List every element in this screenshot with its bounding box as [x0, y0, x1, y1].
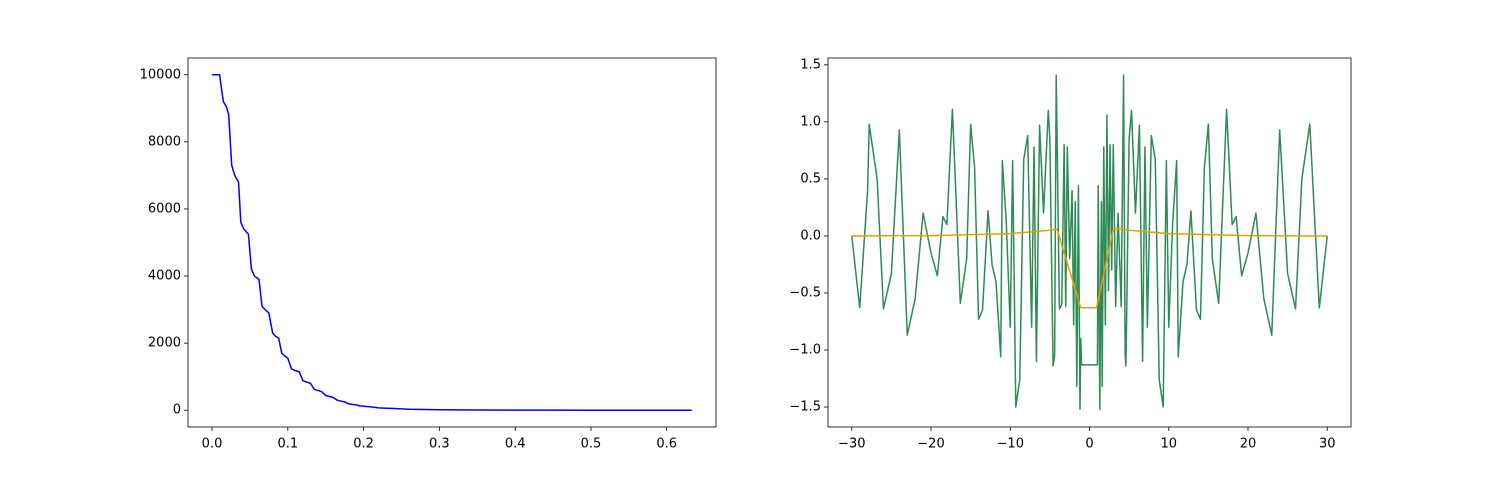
y-tick-label: 8000 — [148, 134, 181, 149]
x-tick-label: 0.4 — [505, 437, 526, 452]
y-tick-label: 0.0 — [800, 228, 821, 243]
y-tick-label: 2000 — [148, 336, 181, 351]
x-tick-label: 0.0 — [202, 437, 223, 452]
x-tick-label: 0.3 — [429, 437, 450, 452]
x-tick-label: 0.6 — [656, 437, 677, 452]
line — [212, 74, 692, 411]
x-tick-label: −10 — [997, 437, 1024, 452]
y-tick-label: 10000 — [140, 67, 181, 82]
y-tick-label: −1.0 — [789, 343, 821, 358]
x-tick-label: 0 — [1085, 437, 1093, 452]
y-tick-label: −1.5 — [789, 400, 821, 415]
x-tick-label: 0.2 — [353, 437, 374, 452]
y-tick-label: 0 — [173, 403, 181, 418]
y-tick-label: 1.5 — [800, 57, 821, 72]
y-tick-label: 0.5 — [800, 171, 821, 186]
x-tick-label: 30 — [1319, 437, 1336, 452]
x-tick-label: 0.1 — [277, 437, 298, 452]
line — [851, 74, 1328, 411]
axes-frame — [827, 57, 1352, 428]
x-tick-label: 10 — [1160, 437, 1177, 452]
x-tick-label: 20 — [1240, 437, 1257, 452]
axes-frame — [187, 57, 717, 428]
y-tick-label: 6000 — [148, 201, 181, 216]
y-tick-label: 1.0 — [800, 114, 821, 129]
y-tick-label: −0.5 — [789, 285, 821, 300]
x-tick-label: 0.5 — [581, 437, 602, 452]
x-tick-label: −20 — [917, 437, 944, 452]
y-tick-label: 4000 — [148, 269, 181, 284]
line — [851, 228, 1328, 309]
x-tick-label: −30 — [838, 437, 865, 452]
